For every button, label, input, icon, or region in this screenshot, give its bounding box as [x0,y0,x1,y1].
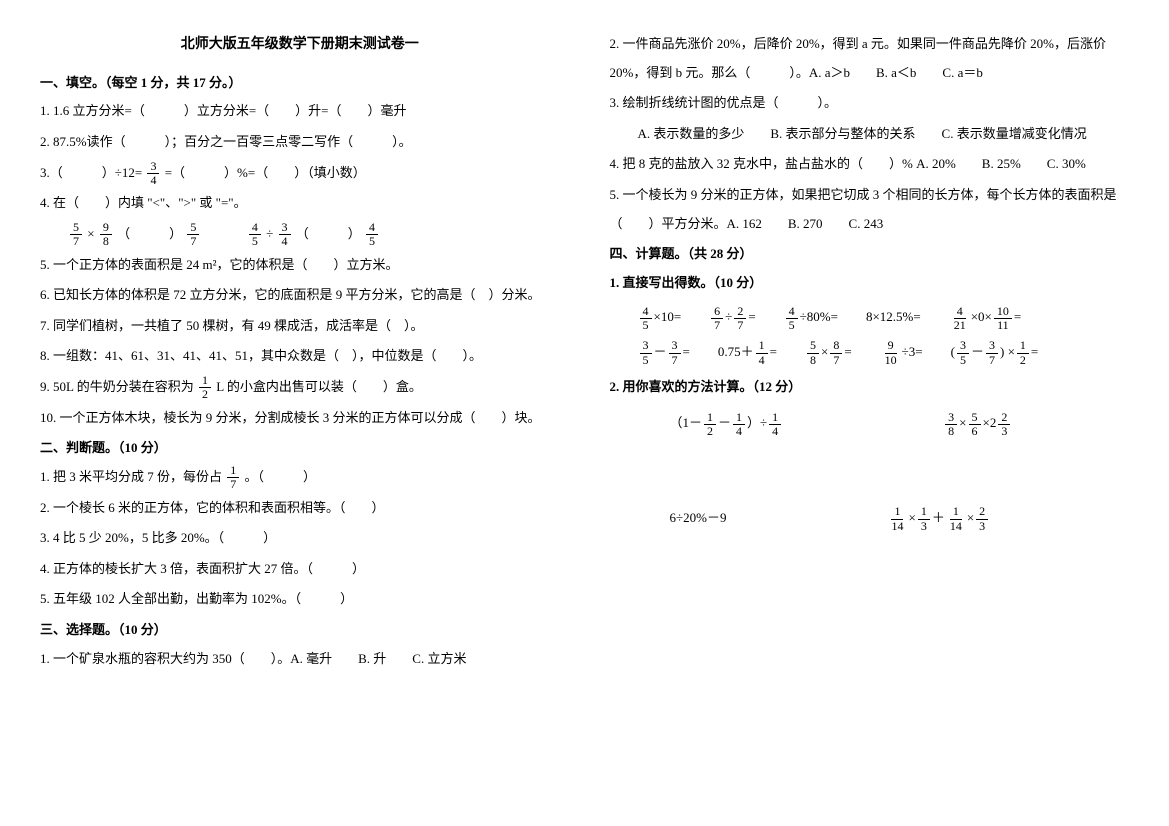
q1-1: 1. 1.6 立方分米=（ ）立方分米=（ ）升=（ ）毫升 [40,97,560,126]
q2-2: 2. 一个棱长 6 米的正方体，它的体积和表面积相等。（ ） [40,494,560,523]
calc-row2: 35－37= 0.75＋14= 58×87= 910÷3= (35－37) ×1… [610,338,1130,367]
q1-4: 4. 在（ ）内填 "<"、">" 或 "="。 [40,189,560,218]
method-row2: 6÷20%－9 114×13＋114×23 [610,504,1130,533]
q3-5: 5. 一个棱长为 9 分米的正方体，如果把它切成 3 个相同的长方体，每个长方体… [610,181,1130,238]
calc-row1: 45×10= 67÷27= 45÷80%= 8×12.5%= 421×0×101… [610,303,1130,332]
q3-3: 3. 绘制折线统计图的优点是（ ）。 [610,89,1130,118]
s4-sub2: 2. 用你喜欢的方法计算。（12 分） [610,373,1130,402]
method-row1: （1－12－14）÷14 38×56×223 [610,409,1130,438]
q1-6: 6. 已知长方体的体积是 72 立方分米，它的底面积是 9 平方分米，它的高是（… [40,281,560,310]
q2-1: 1. 把 3 米平均分成 7 份，每份占 17 。（ ） [40,463,560,492]
q3-3-opts: A. 表示数量的多少 B. 表示部分与整体的关系 C. 表示数量增减变化情况 [610,120,1130,149]
q1-7: 7. 同学们植树，一共植了 50 棵树，有 49 棵成活，成活率是（ ）。 [40,312,560,341]
page-title: 北师大版五年级数学下册期末测试卷一 [40,30,560,61]
q1-4-row: 57 × 98 （ ） 57 45 ÷ 34 （ ） 45 [40,220,560,249]
q3-1: 1. 一个矿泉水瓶的容积大约为 350（ ）。A. 毫升 B. 升 C. 立方米 [40,645,560,674]
q2-3: 3. 4 比 5 少 20%，5 比多 20%。（ ） [40,524,560,553]
q3-4: 4. 把 8 克的盐放入 32 克水中，盐占盐水的（ ）% A. 20% B. … [610,150,1130,179]
work-space [610,446,1130,496]
section3-header: 三、选择题。（10 分） [40,616,560,645]
q2-4: 4. 正方体的棱长扩大 3 倍，表面积扩大 27 倍。（ ） [40,555,560,584]
q3-2: 2. 一件商品先涨价 20%，后降价 20%，得到 a 元。如果同一件商品先降价… [610,30,1130,87]
s4-sub1: 1. 直接写出得数。（10 分） [610,269,1130,298]
q1-10: 10. 一个正方体木块，棱长为 9 分米，分割成棱长 3 分米的正方体可以分成（… [40,404,560,433]
q1-2: 2. 87.5%读作（ ）；百分之一百零三点零二写作（ ）。 [40,128,560,157]
q1-3: 3.（ ）÷12= 34 =（ ）%=（ ）（填小数） [40,159,560,188]
section2-header: 二、判断题。（10 分） [40,434,560,463]
page-columns: 北师大版五年级数学下册期末测试卷一 一、填空。（每空 1 分，共 17 分。） … [40,30,1129,675]
q1-8: 8. 一组数：41、61、31、41、41、51，其中众数是（ ），中位数是（ … [40,342,560,371]
section1-header: 一、填空。（每空 1 分，共 17 分。） [40,69,560,98]
left-column: 北师大版五年级数学下册期末测试卷一 一、填空。（每空 1 分，共 17 分。） … [40,30,560,675]
q1-9: 9. 50L 的牛奶分装在容积为 12 L 的小盒内出售可以装（ ）盒。 [40,373,560,402]
frac-3-4: 34 [147,160,159,187]
q2-5: 5. 五年级 102 人全部出勤，出勤率为 102%。（ ） [40,585,560,614]
q1-5: 5. 一个正方体的表面积是 24 m²，它的体积是（ ）立方米。 [40,251,560,280]
section4-header: 四、计算题。（共 28 分） [610,240,1130,269]
right-column: 2. 一件商品先涨价 20%，后降价 20%，得到 a 元。如果同一件商品先降价… [610,30,1130,675]
